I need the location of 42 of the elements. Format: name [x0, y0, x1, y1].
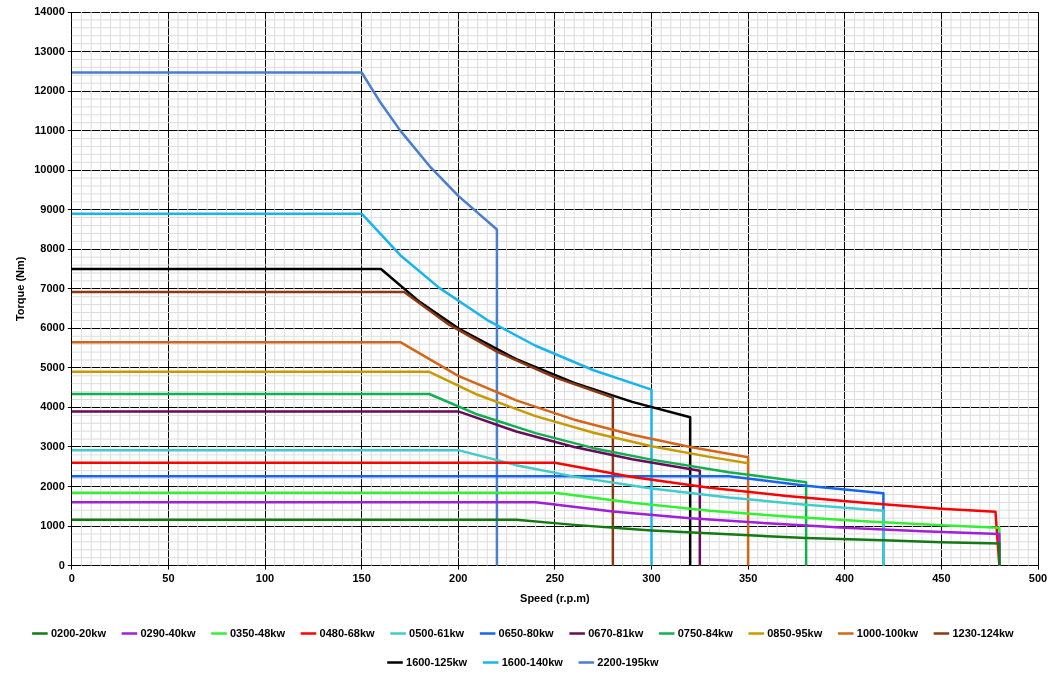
- x-tick-label: 500: [1028, 572, 1048, 585]
- x-tick-label: 100: [255, 572, 275, 585]
- y-tick-label: 0: [58, 558, 65, 571]
- legend-label: 1230-124kw: [952, 626, 1015, 639]
- x-tick-label: 200: [449, 572, 468, 585]
- y-axis-title: Torque (Nm): [13, 256, 26, 322]
- legend-label: 0500-61kw: [409, 626, 465, 639]
- legend-label: 0290-40kw: [140, 626, 196, 639]
- y-tick-label: 10000: [34, 163, 65, 176]
- legend-label: 0650-80kw: [498, 626, 555, 639]
- x-tick-label: 350: [738, 572, 758, 585]
- y-tick-label: 6000: [40, 321, 65, 334]
- x-tick-label: 300: [642, 572, 661, 585]
- legend-label: 0350-48kw: [229, 626, 286, 639]
- y-tick-label: 4000: [40, 400, 65, 413]
- x-tick-label: 400: [835, 572, 854, 585]
- y-tick-label: 13000: [34, 44, 65, 57]
- x-tick-label: 450: [932, 572, 951, 585]
- x-axis-title: Speed (r.p.m): [520, 592, 591, 605]
- y-tick-label: 5000: [40, 360, 65, 373]
- y-tick-label: 14000: [34, 5, 65, 18]
- x-tick-label: 50: [162, 572, 175, 585]
- y-tick-label: 12000: [34, 84, 65, 97]
- legend-label: 0480-68kw: [319, 626, 376, 639]
- legend-label: 0670-81kw: [588, 626, 644, 639]
- y-tick-label: 1000: [40, 519, 65, 532]
- y-tick-label: 2000: [40, 479, 65, 492]
- legend-label: 0750-84kw: [677, 626, 734, 639]
- legend-label: 0200-20kw: [50, 626, 107, 639]
- y-tick-label: 8000: [40, 242, 65, 255]
- x-tick-label: 250: [545, 572, 565, 585]
- y-tick-label: 3000: [40, 440, 65, 452]
- legend-label: 0850-95kw: [767, 626, 823, 639]
- legend-label: 1000-100kw: [856, 626, 919, 639]
- y-tick-label: 11000: [34, 123, 65, 136]
- legend-label: 2200-195kw: [597, 655, 659, 668]
- legend-label: 1600-125kw: [406, 655, 468, 668]
- x-tick-label: 0: [68, 572, 75, 585]
- legend-label: 1600-140kw: [501, 655, 564, 668]
- y-tick-label: 9000: [40, 202, 65, 215]
- y-tick-label: 7000: [40, 281, 65, 294]
- x-tick-label: 150: [352, 572, 371, 585]
